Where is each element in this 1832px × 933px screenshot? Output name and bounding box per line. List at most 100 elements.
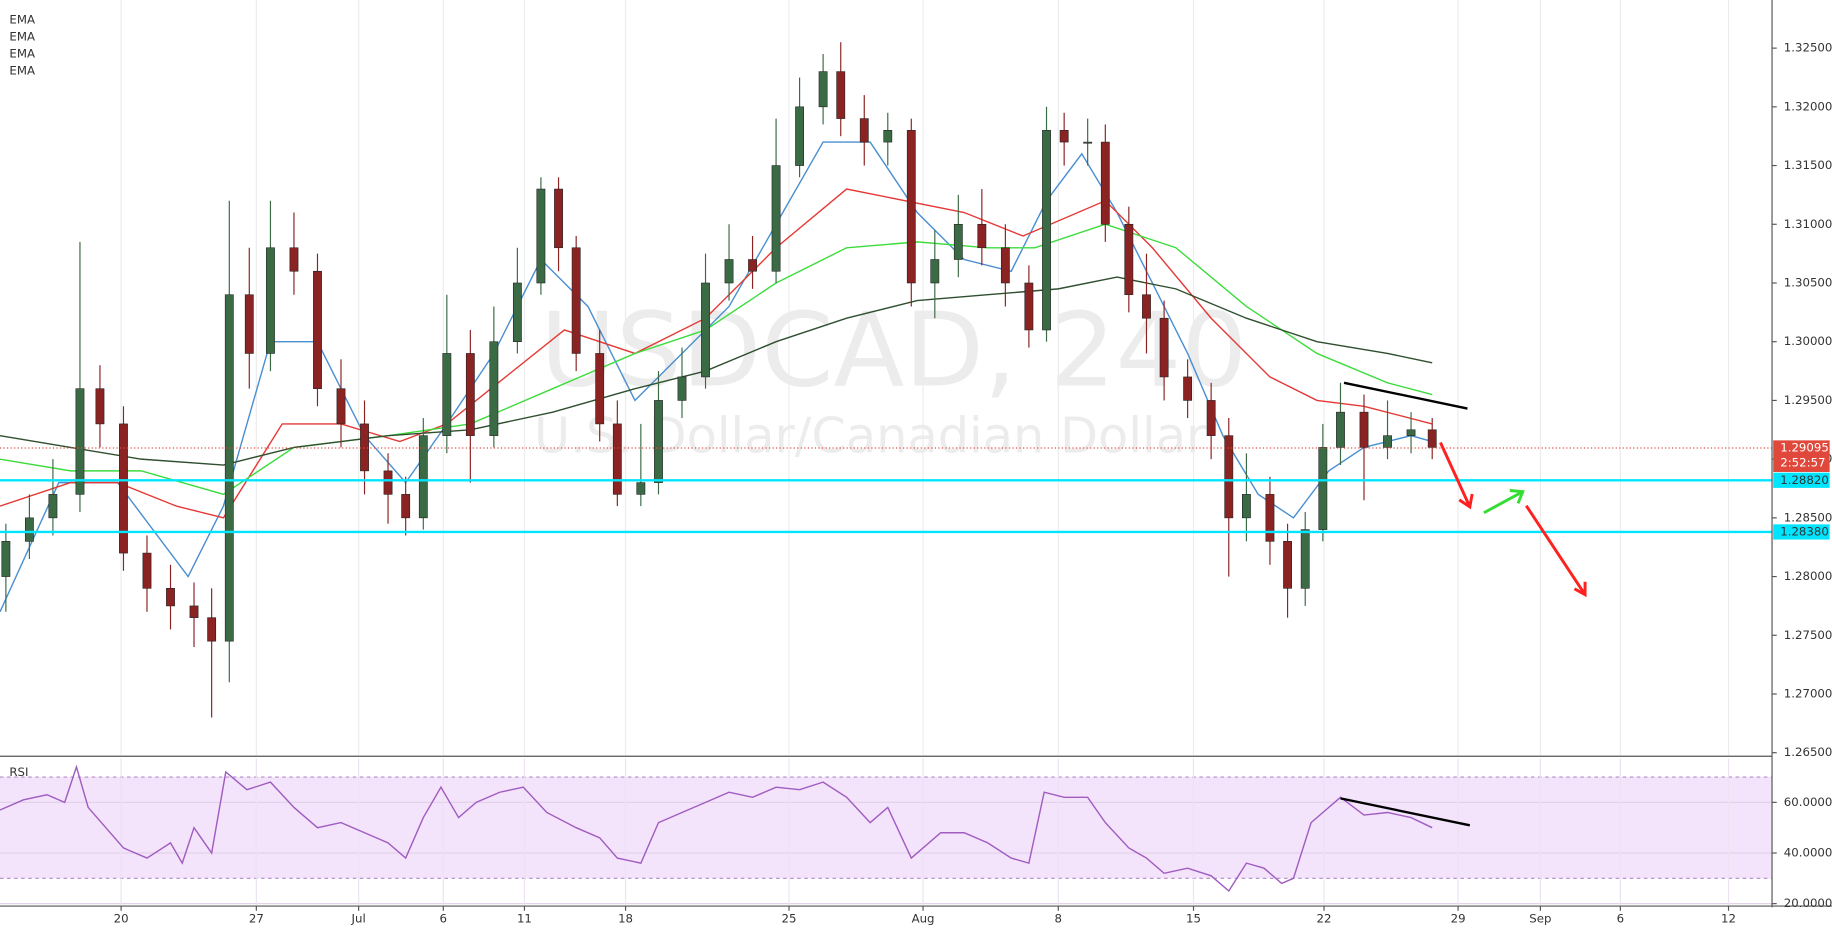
arrow-down-1 [1439, 441, 1474, 510]
legend-entry: EMA [9, 29, 35, 43]
candle-body [95, 388, 105, 425]
y-tick-label: 1.31500 [1784, 158, 1832, 172]
candle-body [554, 188, 563, 249]
plot [0, 42, 1773, 893]
x-tick-label: 22 [1317, 911, 1332, 925]
x-tick-label: 15 [1186, 911, 1201, 925]
candle-body [442, 353, 452, 436]
y-tick-label: 1.26500 [1784, 745, 1832, 759]
candle-body [636, 482, 646, 495]
y-tick-label: 40.0000 [1784, 846, 1832, 860]
candle-body [1059, 130, 1069, 143]
candle-body [1300, 529, 1310, 589]
legend-entry: EMA [9, 12, 35, 26]
candle-body [1124, 223, 1134, 296]
axis-labels: 1.26500 1.27000 1.27500 1.28000 1.28500 1.290… [9, 12, 1832, 925]
candle-body [859, 118, 869, 143]
y-tick-label: 1.31000 [1784, 217, 1832, 231]
candle-body [189, 605, 199, 618]
y-tick-label: 1.32500 [1784, 41, 1832, 55]
candle-body [1159, 317, 1169, 378]
candle-body [795, 106, 804, 166]
rsi-title: RSI [9, 765, 28, 779]
candle-body [883, 130, 893, 143]
candle-body [1406, 429, 1416, 436]
candle-body [1359, 411, 1369, 448]
candle-body [313, 270, 322, 389]
rsi-line [0, 764, 1433, 893]
candle-body [677, 376, 687, 401]
level-label-box [1773, 524, 1830, 540]
countdown-label: 2:52:57 [1780, 456, 1825, 470]
last-price-box [1773, 440, 1830, 472]
arrow-up [1483, 489, 1525, 515]
ema-line [0, 141, 1433, 613]
y-tick-label: 1.27000 [1784, 687, 1832, 701]
candle-body [512, 282, 522, 342]
candle-body [595, 353, 605, 425]
candle-body [266, 247, 275, 354]
candle-body [1427, 429, 1437, 448]
candle-body [654, 400, 663, 483]
watermark-description: U.S. Dollar/Canadian Dollar [534, 407, 1207, 465]
candle-body [1100, 141, 1110, 225]
rsi-trend-line [1340, 797, 1471, 827]
level-label-box [1773, 472, 1830, 488]
candle-body [1000, 247, 1010, 284]
candle-body [336, 388, 346, 425]
y-tick-label: 1.28000 [1784, 569, 1832, 583]
candle-body [224, 294, 234, 642]
ema-line [0, 276, 1433, 466]
y-tick-label: 60.0000 [1784, 795, 1832, 809]
x-tick-label: 27 [249, 911, 264, 925]
x-tick-label: Aug [912, 911, 935, 925]
candle-body [977, 223, 987, 249]
candle-body [1224, 435, 1234, 519]
candle-body [75, 388, 85, 495]
candle-body [1042, 130, 1051, 331]
candle-body [418, 435, 428, 519]
x-tick-label: 6 [1617, 911, 1624, 925]
candle-body [571, 247, 581, 354]
candle-body [360, 423, 369, 472]
candle-body [289, 247, 299, 272]
x-tick-label: 11 [517, 911, 532, 925]
x-tick-label: 18 [618, 911, 633, 925]
trend-line [1343, 381, 1468, 410]
y-tick-label: 1.30000 [1784, 334, 1832, 348]
candle-body [142, 552, 152, 589]
candle-body [1, 541, 11, 577]
x-tick-label: 8 [1055, 911, 1062, 925]
candle-body [906, 130, 916, 284]
candle-body [771, 165, 781, 272]
candle-body [930, 259, 940, 284]
candle-body [818, 71, 828, 108]
candle-body [1383, 435, 1392, 448]
y-tick-label: 20.0000 [1784, 896, 1832, 910]
x-tick-label: 6 [440, 911, 447, 925]
candle-body [1206, 400, 1216, 436]
y-tick-label: 1.28500 [1784, 510, 1832, 524]
y-tick-label: 1.29500 [1784, 393, 1832, 407]
candle-body [1336, 411, 1345, 448]
candle-body [119, 423, 128, 554]
candle-body [1183, 376, 1193, 401]
candle-body [489, 341, 499, 436]
x-tick-label: 12 [1721, 911, 1736, 925]
legend-entry: EMA [9, 46, 35, 60]
candle-body [1265, 494, 1275, 542]
y-tick-label: 1.32000 [1784, 99, 1832, 113]
x-tick-label: Sep [1529, 911, 1551, 925]
x-tick-label: 20 [114, 911, 129, 925]
candle-body [1318, 447, 1328, 530]
candle-body [1024, 282, 1034, 331]
candle-body [48, 494, 58, 519]
candle-body [536, 188, 546, 284]
y-tick-label: 1.27500 [1784, 628, 1832, 642]
candle-body [383, 470, 393, 495]
candle-body [1242, 494, 1251, 519]
candle-body [207, 617, 217, 642]
rsi-band [0, 777, 1773, 879]
candle-body [24, 517, 34, 542]
legend-entry: EMA [9, 63, 35, 77]
